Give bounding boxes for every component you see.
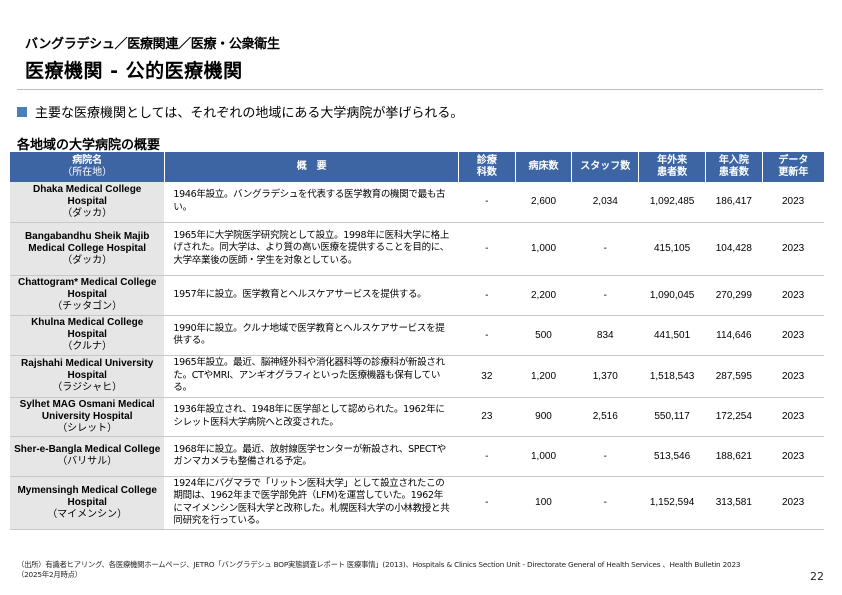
staff-cell: 2,034: [571, 182, 639, 223]
beds-cell: 1,000: [515, 222, 572, 276]
inpatients-cell: 313,581: [705, 476, 763, 530]
staff-cell: -: [571, 275, 639, 316]
page-number: 22: [810, 570, 824, 583]
inpatients-cell: 114,646: [705, 315, 763, 356]
departments-cell: -: [458, 476, 516, 530]
outpatients-cell: 513,546: [638, 436, 706, 477]
summary-cell: 1957年に設立。医学教育とヘルスケアサービスを提供する。: [164, 275, 459, 316]
summary-bullet: 主要な医療機関としては、それぞれの地域にある大学病院が挙げられる。: [17, 102, 463, 121]
column-header-summary: 概 要: [164, 152, 459, 182]
outpatients-cell: 441,501: [638, 315, 706, 356]
staff-cell: 834: [571, 315, 639, 356]
table-row: Khulna Medical College Hospital （クルナ） 199…: [10, 315, 824, 356]
year-cell: 2023: [762, 182, 824, 223]
column-header-year: データ 更新年: [762, 152, 824, 182]
staff-cell: -: [571, 222, 639, 276]
inpatients-cell: 172,254: [705, 397, 763, 437]
hospital-name-cell: Dhaka Medical College Hospital （ダッカ）: [10, 182, 166, 223]
departments-cell: -: [458, 222, 516, 276]
summary-cell: 1946年設立。バングラデシュを代表する医学教育の機関で最も古い。: [164, 182, 459, 223]
table-row: Sher-e-Bangla Medical College （バリサル） 1968…: [10, 436, 824, 477]
summary-cell: 1968年に設立。最近、放射線医学センターが新設され、SPECTやガンマカメラも…: [164, 436, 459, 477]
outpatients-cell: 415,105: [638, 222, 706, 276]
summary-cell: 1965年設立。最近、脳神経外科や消化器科等の診療科が新設された。CTやMRI、…: [164, 355, 459, 398]
inpatients-cell: 104,428: [705, 222, 763, 276]
year-cell: 2023: [762, 222, 824, 276]
beds-cell: 1,200: [515, 355, 572, 398]
table-row: Rajshahi Medical University Hospital （ラジシ…: [10, 355, 824, 398]
departments-cell: -: [458, 315, 516, 356]
beds-cell: 500: [515, 315, 572, 356]
hospital-name-cell: Mymensingh Medical College Hospital （マイメン…: [10, 476, 166, 530]
hospital-name-cell: Chattogram* Medical College Hospital （チッタ…: [10, 275, 166, 316]
departments-cell: -: [458, 182, 516, 223]
staff-cell: -: [571, 476, 639, 530]
hospital-name-cell: Bangabandhu Sheik Majib Medical College …: [10, 222, 166, 276]
summary-cell: 1936年設立され、1948年に医学部として認められた。1962年にシレット医科…: [164, 397, 459, 437]
year-cell: 2023: [762, 315, 824, 356]
departments-cell: -: [458, 436, 516, 477]
outpatients-cell: 1,092,485: [638, 182, 706, 223]
departments-cell: -: [458, 275, 516, 316]
source-note: （出所）有識者ヒアリング、各医療機関ホームページ、JETRO「バングラデシュ B…: [17, 560, 827, 580]
year-cell: 2023: [762, 397, 824, 437]
as-of-date: （2025年2月時点）: [17, 570, 82, 579]
year-cell: 2023: [762, 355, 824, 398]
staff-cell: 1,370: [571, 355, 639, 398]
outpatients-cell: 1,090,045: [638, 275, 706, 316]
breadcrumb: バングラデシュ／医療関連／医療・公衆衛生: [25, 37, 280, 52]
hospital-table: 病院名 （所在地） 概 要 診療 科数 病床数 スタッフ数 年外来 患者数 年入院 患者…: [10, 152, 824, 530]
hospital-name-cell: Khulna Medical College Hospital （クルナ）: [10, 315, 166, 356]
page-title: 医療機関 - 公的医療機関: [25, 60, 243, 82]
inpatients-cell: 188,621: [705, 436, 763, 477]
year-cell: 2023: [762, 275, 824, 316]
column-header-outpatients: 年外来 患者数: [638, 152, 706, 182]
outpatients-cell: 1,518,543: [638, 355, 706, 398]
hospital-name-cell: Sher-e-Bangla Medical College （バリサル）: [10, 436, 166, 477]
column-header-staff: スタッフ数: [571, 152, 640, 182]
inpatients-cell: 186,417: [705, 182, 763, 223]
table-row: Sylhet MAG Osmani Medical University Hos…: [10, 397, 824, 437]
column-header-name: 病院名 （所在地）: [10, 152, 166, 182]
column-header-inpatients: 年入院 患者数: [705, 152, 763, 182]
column-header-beds: 病床数: [515, 152, 573, 182]
staff-cell: -: [571, 436, 639, 477]
beds-cell: 2,200: [515, 275, 572, 316]
summary-cell: 1965年に大学院医学研究院として設立。1998年に医科大学に格上げされた。同大…: [164, 222, 459, 276]
year-cell: 2023: [762, 476, 824, 530]
hospital-name-cell: Sylhet MAG Osmani Medical University Hos…: [10, 397, 166, 437]
column-header-departments: 診療 科数: [458, 152, 516, 182]
square-bullet-icon: [17, 106, 27, 117]
table-header-row: 病院名 （所在地） 概 要 診療 科数 病床数 スタッフ数 年外来 患者数 年入院 患者…: [10, 152, 824, 182]
table-row: Dhaka Medical College Hospital （ダッカ） 1946…: [10, 182, 824, 223]
departments-cell: 23: [458, 397, 516, 437]
beds-cell: 2,600: [515, 182, 572, 223]
section-title: 各地域の大学病院の概要: [17, 138, 161, 153]
summary-cell: 1924年にバグマラで「リットン医科大学」として設立されたこの期間は、1962年…: [164, 476, 459, 530]
beds-cell: 900: [515, 397, 572, 437]
summary-cell: 1990年に設立。クルナ地域で医学教育とヘルスケアサービスを提供する。: [164, 315, 459, 356]
departments-cell: 32: [458, 355, 516, 398]
title-divider: [17, 89, 823, 90]
staff-cell: 2,516: [571, 397, 639, 437]
hospital-name-cell: Rajshahi Medical University Hospital （ラジシ…: [10, 355, 166, 398]
inpatients-cell: 287,595: [705, 355, 763, 398]
table-row: Bangabandhu Sheik Majib Medical College …: [10, 222, 824, 276]
inpatients-cell: 270,299: [705, 275, 763, 316]
beds-cell: 1,000: [515, 436, 572, 477]
summary-text: 主要な医療機関としては、それぞれの地域にある大学病院が挙げられる。: [35, 106, 464, 121]
table-row: Mymensingh Medical College Hospital （マイメン…: [10, 476, 824, 530]
beds-cell: 100: [515, 476, 572, 530]
outpatients-cell: 1,152,594: [638, 476, 706, 530]
source-text: （出所）有識者ヒアリング、各医療機関ホームページ、JETRO「バングラデシュ B…: [17, 560, 741, 569]
year-cell: 2023: [762, 436, 824, 477]
outpatients-cell: 550,117: [638, 397, 706, 437]
table-row: Chattogram* Medical College Hospital （チッタ…: [10, 275, 824, 316]
